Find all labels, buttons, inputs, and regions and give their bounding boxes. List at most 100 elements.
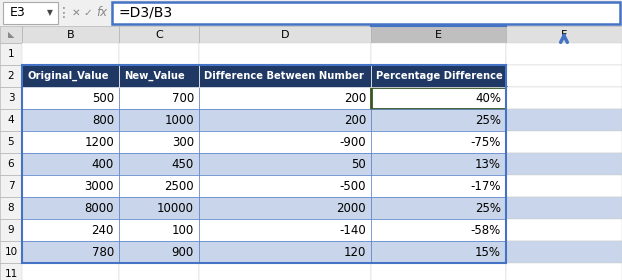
Bar bbox=[119, 175, 199, 197]
Bar bbox=[0, 26, 22, 43]
Text: 2: 2 bbox=[7, 71, 14, 81]
Text: Original_Value: Original_Value bbox=[27, 71, 108, 81]
Text: 1200: 1200 bbox=[84, 136, 114, 148]
Bar bbox=[119, 263, 199, 280]
Bar bbox=[506, 263, 622, 280]
Text: 100: 100 bbox=[172, 223, 194, 237]
Bar bbox=[371, 153, 506, 175]
Bar bbox=[199, 263, 371, 280]
Bar bbox=[22, 263, 119, 280]
Bar bbox=[371, 241, 506, 263]
Text: -75%: -75% bbox=[471, 136, 501, 148]
Text: 1000: 1000 bbox=[164, 113, 194, 127]
Text: 25%: 25% bbox=[475, 113, 501, 127]
Bar bbox=[0, 219, 22, 241]
Text: 3000: 3000 bbox=[85, 179, 114, 193]
Text: =D3/B3: =D3/B3 bbox=[118, 6, 172, 20]
Text: -17%: -17% bbox=[470, 179, 501, 193]
Bar bbox=[199, 87, 371, 109]
Bar bbox=[199, 197, 371, 219]
Text: 8000: 8000 bbox=[85, 202, 114, 214]
Text: 780: 780 bbox=[92, 246, 114, 258]
Bar bbox=[0, 109, 22, 131]
Text: 700: 700 bbox=[172, 92, 194, 104]
Bar bbox=[371, 87, 506, 109]
Bar bbox=[22, 87, 119, 109]
Text: B: B bbox=[67, 29, 74, 39]
Bar bbox=[22, 43, 119, 65]
Text: 2000: 2000 bbox=[337, 202, 366, 214]
Bar bbox=[506, 241, 622, 263]
Text: 1: 1 bbox=[7, 49, 14, 59]
Bar bbox=[119, 197, 199, 219]
Bar bbox=[506, 109, 622, 131]
Text: 11: 11 bbox=[4, 269, 17, 279]
Bar bbox=[371, 175, 506, 197]
Bar bbox=[506, 65, 622, 87]
Bar bbox=[0, 0, 622, 26]
Bar bbox=[371, 131, 506, 153]
Text: Percentage Difference: Percentage Difference bbox=[376, 71, 503, 81]
Bar bbox=[506, 219, 622, 241]
Text: ⋮: ⋮ bbox=[57, 6, 71, 20]
Bar bbox=[506, 197, 622, 219]
Text: 5: 5 bbox=[7, 137, 14, 147]
Bar bbox=[119, 153, 199, 175]
Text: 200: 200 bbox=[344, 113, 366, 127]
Bar bbox=[199, 109, 371, 131]
Bar bbox=[22, 175, 119, 197]
Bar bbox=[506, 43, 622, 65]
Bar bbox=[119, 219, 199, 241]
Text: Difference Between Number: Difference Between Number bbox=[204, 71, 364, 81]
Bar bbox=[199, 175, 371, 197]
Bar bbox=[119, 87, 199, 109]
Text: ✓: ✓ bbox=[83, 8, 93, 18]
Text: 15%: 15% bbox=[475, 246, 501, 258]
Text: -140: -140 bbox=[339, 223, 366, 237]
Text: 25%: 25% bbox=[475, 202, 501, 214]
Bar bbox=[119, 65, 199, 87]
Bar bbox=[0, 197, 22, 219]
Text: fx: fx bbox=[96, 6, 108, 20]
Bar bbox=[119, 43, 199, 65]
Bar bbox=[119, 109, 199, 131]
Text: F: F bbox=[561, 29, 567, 39]
Bar bbox=[22, 65, 506, 87]
Text: 4: 4 bbox=[7, 115, 14, 125]
Text: 400: 400 bbox=[92, 157, 114, 171]
Text: New_Value: New_Value bbox=[124, 71, 185, 81]
Text: 10: 10 bbox=[4, 247, 17, 257]
Bar bbox=[506, 87, 622, 109]
Text: 50: 50 bbox=[351, 157, 366, 171]
Text: ◣: ◣ bbox=[7, 30, 14, 39]
Bar bbox=[22, 131, 119, 153]
Bar bbox=[371, 197, 506, 219]
Bar bbox=[506, 26, 622, 43]
Text: 6: 6 bbox=[7, 159, 14, 169]
Bar bbox=[22, 219, 119, 241]
Bar bbox=[22, 153, 119, 175]
Text: 500: 500 bbox=[92, 92, 114, 104]
Text: 8: 8 bbox=[7, 203, 14, 213]
Text: 900: 900 bbox=[172, 246, 194, 258]
Bar bbox=[3, 2, 58, 24]
Bar bbox=[0, 175, 22, 197]
Bar bbox=[199, 131, 371, 153]
Text: E: E bbox=[435, 29, 442, 39]
Bar bbox=[506, 131, 622, 153]
Bar bbox=[199, 26, 371, 43]
Text: E3: E3 bbox=[10, 6, 26, 20]
Bar bbox=[22, 109, 119, 131]
Text: 240: 240 bbox=[91, 223, 114, 237]
Bar bbox=[371, 109, 506, 131]
Text: 120: 120 bbox=[343, 246, 366, 258]
Bar bbox=[199, 153, 371, 175]
Bar bbox=[119, 26, 199, 43]
Bar bbox=[371, 26, 506, 43]
Bar bbox=[119, 241, 199, 263]
Bar bbox=[0, 65, 22, 87]
Text: -58%: -58% bbox=[471, 223, 501, 237]
Bar bbox=[0, 263, 22, 280]
Bar bbox=[506, 153, 622, 175]
Text: 2500: 2500 bbox=[164, 179, 194, 193]
